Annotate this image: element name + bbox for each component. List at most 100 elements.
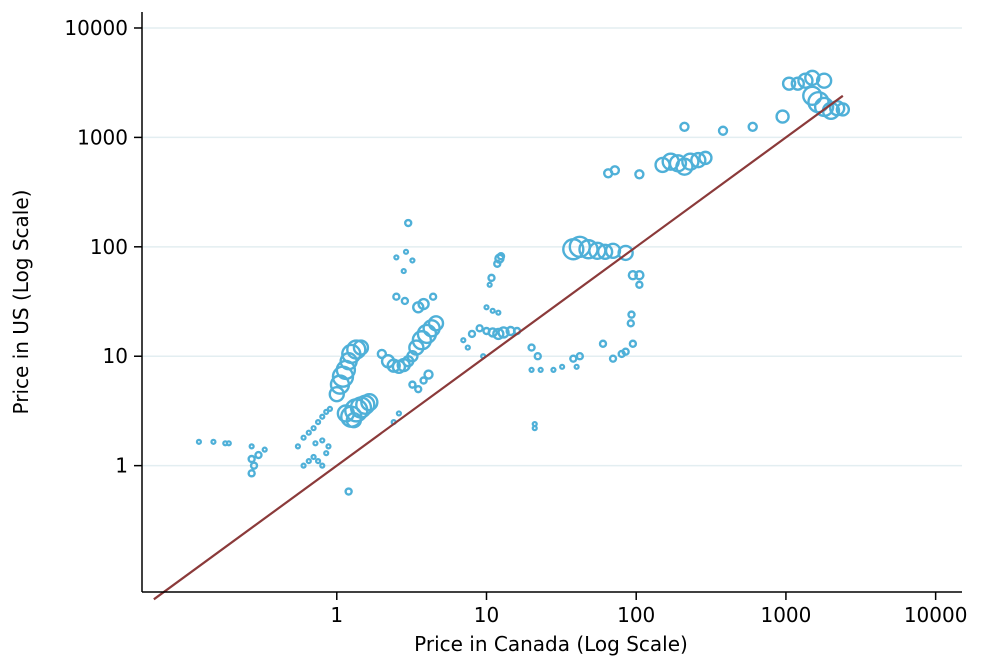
data-point: [409, 257, 416, 264]
data-point: [815, 72, 833, 89]
reference-line: [153, 94, 844, 601]
data-point: [310, 425, 317, 432]
data-point: [626, 319, 635, 328]
gridlines: [142, 27, 962, 467]
data-point: [533, 352, 542, 361]
data-point: [775, 109, 790, 124]
data-point: [681, 152, 700, 171]
data-point: [747, 121, 758, 132]
data-point: [345, 412, 363, 429]
data-point: [400, 296, 410, 306]
data-point: [319, 413, 326, 420]
data-points: [195, 69, 851, 496]
data-point: [423, 369, 434, 380]
y-axis-ticks: 1 10 100 1000 10000: [64, 16, 142, 478]
data-point: [294, 443, 302, 450]
data-point: [634, 270, 645, 281]
y-tick-label: 10: [103, 344, 128, 368]
data-point: [247, 469, 256, 478]
x-tick-label: 100: [617, 603, 655, 627]
data-point: [400, 267, 407, 275]
data-point: [835, 102, 851, 117]
data-point: [483, 304, 490, 311]
data-point: [428, 292, 438, 301]
y-tick-label: 1000: [77, 125, 128, 149]
data-point: [598, 339, 608, 348]
data-point: [323, 450, 330, 457]
data-point: [247, 454, 256, 464]
data-point: [573, 363, 580, 370]
data-point: [627, 310, 636, 319]
data-point: [314, 458, 322, 465]
data-point: [344, 487, 353, 496]
data-point: [550, 366, 557, 373]
x-tick-label: 10000: [904, 603, 968, 627]
data-point: [635, 280, 644, 289]
data-point: [319, 437, 326, 444]
x-axis-ticks: 1 10 100 1000 10000: [330, 592, 967, 627]
data-point: [392, 292, 401, 301]
data-point: [495, 309, 502, 316]
data-point: [698, 150, 713, 166]
data-point: [352, 339, 370, 356]
data-point: [419, 376, 428, 385]
data-point: [249, 461, 259, 470]
data-point: [675, 157, 694, 176]
data-point: [195, 438, 203, 445]
data-point: [559, 363, 566, 370]
data-point: [305, 458, 312, 465]
data-point: [467, 329, 477, 339]
data-point: [497, 326, 510, 339]
data-point: [417, 297, 430, 311]
data-point: [596, 243, 614, 261]
data-point: [225, 440, 232, 447]
data-point: [487, 327, 498, 338]
data-point: [395, 410, 403, 417]
data-point: [406, 350, 419, 363]
data-point: [528, 366, 535, 373]
y-axis-label: Price in US (Log Scale): [9, 190, 33, 415]
data-point: [261, 446, 268, 453]
data-point: [325, 443, 332, 450]
data-point: [254, 450, 263, 460]
data-point: [460, 337, 467, 344]
data-point: [427, 315, 445, 332]
y-tick-label: 100: [90, 235, 128, 259]
data-point: [537, 366, 544, 373]
data-point: [408, 380, 417, 389]
data-point: [486, 281, 493, 288]
axes: [141, 12, 962, 593]
data-point: [634, 169, 645, 180]
data-point: [411, 330, 433, 351]
data-point: [628, 339, 638, 348]
data-point: [804, 69, 821, 87]
data-point: [404, 218, 413, 228]
x-tick-label: 1000: [760, 603, 811, 627]
data-point: [402, 248, 410, 255]
x-tick-label: 1: [330, 603, 343, 627]
data-point: [346, 339, 367, 360]
y-tick-label: 1: [115, 454, 128, 478]
data-point: [569, 354, 578, 363]
data-point: [305, 429, 312, 436]
data-point: [489, 307, 496, 314]
data-point: [310, 453, 317, 461]
data-point: [527, 343, 536, 352]
data-point: [627, 270, 639, 281]
data-point: [802, 85, 823, 107]
y-tick-label: 10000: [64, 16, 128, 40]
x-axis-label: Price in Canada (Log Scale): [414, 632, 688, 656]
data-point: [323, 408, 330, 415]
reference-line-group: [153, 94, 844, 601]
x-tick-label: 10: [474, 603, 499, 627]
data-point: [781, 76, 797, 91]
data-point: [475, 324, 484, 333]
data-point: [464, 344, 471, 351]
data-point: [531, 425, 538, 432]
data-point: [492, 327, 505, 341]
data-point: [608, 354, 618, 363]
data-point: [575, 352, 585, 361]
data-point: [360, 393, 379, 412]
data-point: [300, 434, 307, 441]
